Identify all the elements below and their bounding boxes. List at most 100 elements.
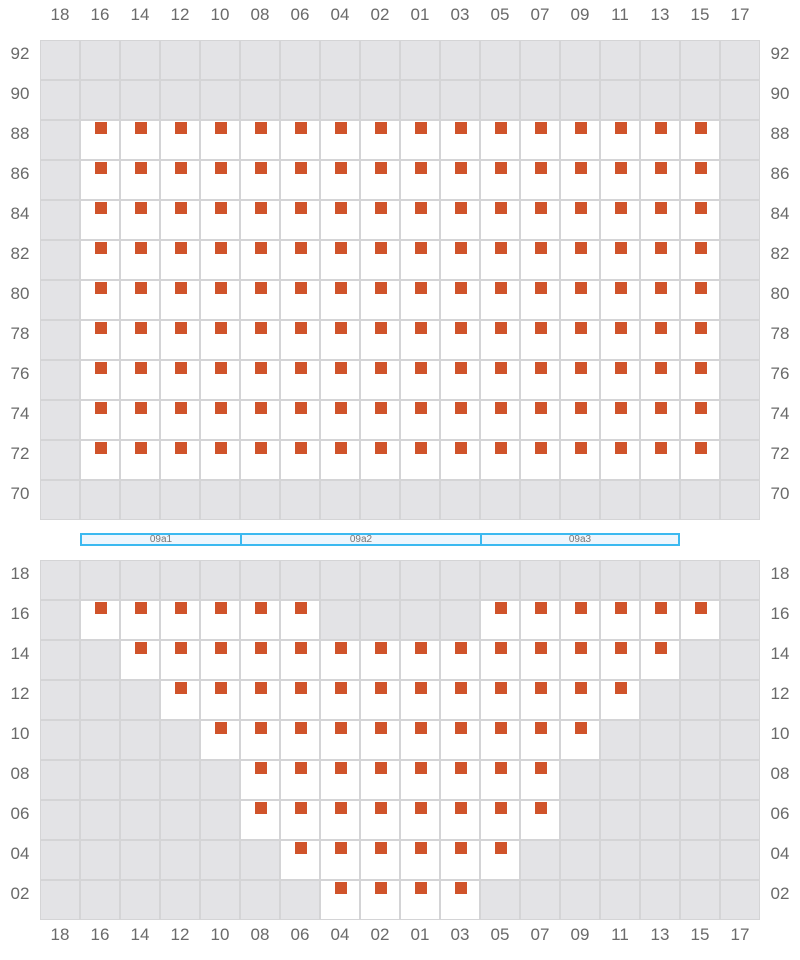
- seat-marker[interactable]: [295, 842, 307, 854]
- seat-marker[interactable]: [95, 402, 107, 414]
- seat-cell-available[interactable]: [600, 320, 640, 360]
- seat-marker[interactable]: [455, 762, 467, 774]
- seat-marker[interactable]: [335, 362, 347, 374]
- seat-marker[interactable]: [135, 162, 147, 174]
- seat-marker[interactable]: [135, 362, 147, 374]
- seat-marker[interactable]: [655, 242, 667, 254]
- seat-marker[interactable]: [255, 322, 267, 334]
- seat-marker[interactable]: [575, 202, 587, 214]
- seat-marker[interactable]: [615, 242, 627, 254]
- seat-marker[interactable]: [175, 402, 187, 414]
- seat-cell-available[interactable]: [440, 360, 480, 400]
- seat-marker[interactable]: [375, 122, 387, 134]
- seat-cell-available[interactable]: [320, 200, 360, 240]
- seat-marker[interactable]: [95, 322, 107, 334]
- seat-marker[interactable]: [335, 202, 347, 214]
- seat-marker[interactable]: [415, 762, 427, 774]
- seat-cell-available[interactable]: [200, 120, 240, 160]
- seat-cell-available[interactable]: [240, 200, 280, 240]
- seat-marker[interactable]: [215, 122, 227, 134]
- seat-marker[interactable]: [255, 162, 267, 174]
- seat-marker[interactable]: [495, 402, 507, 414]
- seat-marker[interactable]: [615, 682, 627, 694]
- seat-cell-available[interactable]: [280, 120, 320, 160]
- seat-marker[interactable]: [215, 282, 227, 294]
- seat-cell-available[interactable]: [280, 320, 320, 360]
- seat-cell-available[interactable]: [560, 680, 600, 720]
- seat-marker[interactable]: [295, 162, 307, 174]
- seat-cell-available[interactable]: [120, 600, 160, 640]
- seat-marker[interactable]: [535, 162, 547, 174]
- seat-cell-available[interactable]: [520, 320, 560, 360]
- seat-marker[interactable]: [375, 762, 387, 774]
- seat-marker[interactable]: [455, 322, 467, 334]
- seat-marker[interactable]: [175, 362, 187, 374]
- seat-marker[interactable]: [95, 202, 107, 214]
- seat-marker[interactable]: [535, 642, 547, 654]
- seat-cell-available[interactable]: [240, 120, 280, 160]
- seat-marker[interactable]: [695, 242, 707, 254]
- seat-cell-available[interactable]: [560, 280, 600, 320]
- seat-cell-available[interactable]: [240, 640, 280, 680]
- seat-marker[interactable]: [495, 162, 507, 174]
- seat-marker[interactable]: [135, 402, 147, 414]
- seat-cell-available[interactable]: [80, 120, 120, 160]
- seat-cell-available[interactable]: [400, 640, 440, 680]
- seat-marker[interactable]: [175, 202, 187, 214]
- seat-marker[interactable]: [375, 362, 387, 374]
- seat-cell-available[interactable]: [320, 840, 360, 880]
- seat-marker[interactable]: [615, 602, 627, 614]
- seat-marker[interactable]: [255, 442, 267, 454]
- seat-marker[interactable]: [135, 242, 147, 254]
- seat-cell-available[interactable]: [560, 600, 600, 640]
- seat-marker[interactable]: [255, 362, 267, 374]
- seat-cell-available[interactable]: [400, 280, 440, 320]
- seat-cell-available[interactable]: [560, 440, 600, 480]
- seat-marker[interactable]: [215, 322, 227, 334]
- seat-marker[interactable]: [335, 282, 347, 294]
- seat-cell-available[interactable]: [640, 160, 680, 200]
- seat-cell-available[interactable]: [80, 400, 120, 440]
- seat-marker[interactable]: [495, 122, 507, 134]
- seat-cell-available[interactable]: [480, 440, 520, 480]
- seat-marker[interactable]: [575, 722, 587, 734]
- seat-cell-available[interactable]: [360, 640, 400, 680]
- seat-cell-available[interactable]: [320, 800, 360, 840]
- seat-marker[interactable]: [335, 322, 347, 334]
- seat-marker[interactable]: [135, 282, 147, 294]
- seat-cell-available[interactable]: [360, 320, 400, 360]
- seat-marker[interactable]: [695, 202, 707, 214]
- seat-cell-available[interactable]: [80, 600, 120, 640]
- seat-marker[interactable]: [135, 442, 147, 454]
- seat-marker[interactable]: [495, 202, 507, 214]
- seat-marker[interactable]: [335, 122, 347, 134]
- seat-cell-available[interactable]: [160, 320, 200, 360]
- seat-cell-available[interactable]: [200, 400, 240, 440]
- seat-cell-available[interactable]: [160, 640, 200, 680]
- seat-marker[interactable]: [95, 282, 107, 294]
- seat-cell-available[interactable]: [520, 360, 560, 400]
- seat-marker[interactable]: [415, 202, 427, 214]
- seat-cell-available[interactable]: [640, 320, 680, 360]
- seat-marker[interactable]: [215, 642, 227, 654]
- seat-marker[interactable]: [695, 402, 707, 414]
- seat-cell-available[interactable]: [360, 200, 400, 240]
- seat-cell-available[interactable]: [280, 840, 320, 880]
- seat-cell-available[interactable]: [520, 760, 560, 800]
- seat-cell-available[interactable]: [480, 360, 520, 400]
- seat-marker[interactable]: [215, 722, 227, 734]
- seat-cell-available[interactable]: [680, 440, 720, 480]
- seat-cell-available[interactable]: [680, 360, 720, 400]
- seat-cell-available[interactable]: [440, 680, 480, 720]
- seat-cell-available[interactable]: [80, 360, 120, 400]
- seat-cell-available[interactable]: [520, 400, 560, 440]
- seat-cell-available[interactable]: [400, 680, 440, 720]
- seat-cell-available[interactable]: [120, 440, 160, 480]
- seat-marker[interactable]: [335, 802, 347, 814]
- seat-marker[interactable]: [375, 442, 387, 454]
- seat-cell-available[interactable]: [240, 360, 280, 400]
- seat-marker[interactable]: [575, 282, 587, 294]
- seat-cell-available[interactable]: [520, 600, 560, 640]
- seat-marker[interactable]: [655, 202, 667, 214]
- seat-marker[interactable]: [415, 162, 427, 174]
